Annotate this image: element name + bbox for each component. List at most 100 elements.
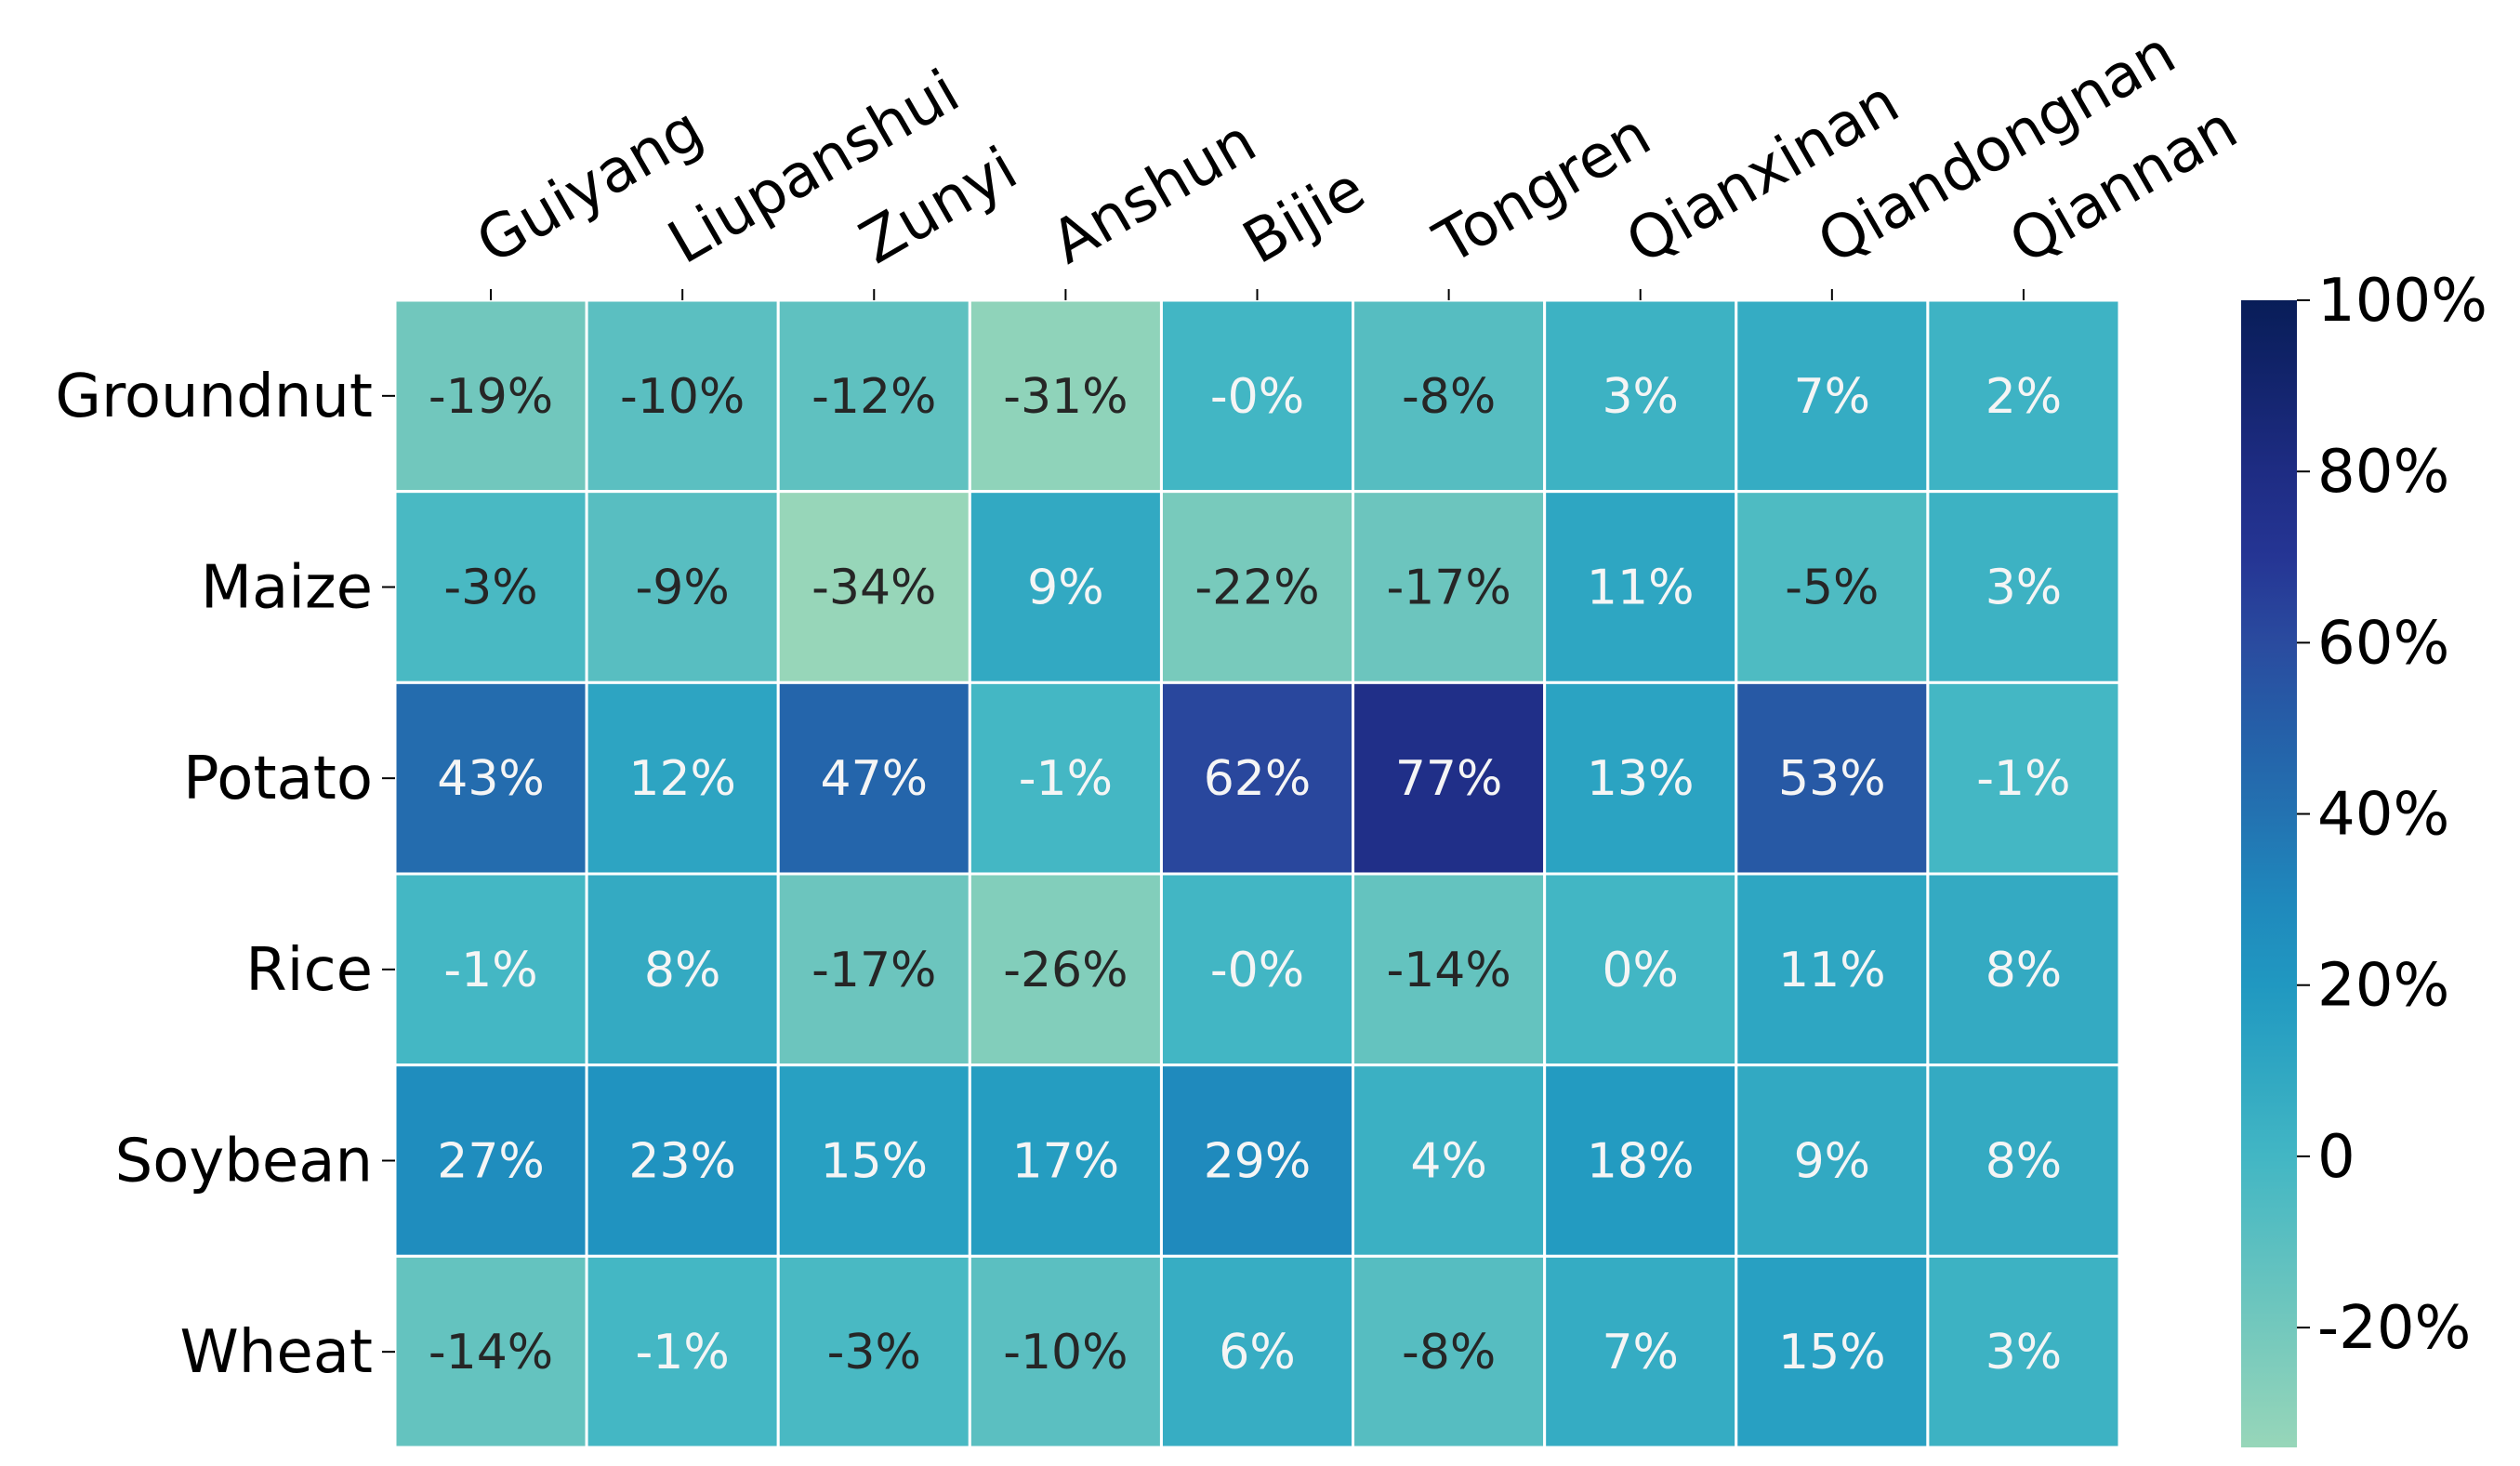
heatmap-cell-value: 62% (1204, 751, 1312, 807)
heatmap-cell-value: 53% (1778, 751, 1886, 807)
heatmap-cell-value: -17% (1386, 561, 1511, 616)
heatmap-cell-value: -1% (636, 1325, 730, 1380)
heatmap-cell-value: -34% (811, 561, 936, 616)
heatmap-cell (968, 1063, 1163, 1258)
heatmap-cell-labels: -19% -10% -12% -31% -0% -8% 3% 7% 2% -3% -9% -34% 9%… (429, 369, 2071, 1380)
heatmap-cell-value: 27% (437, 1134, 545, 1190)
heatmap-cell-value: 43% (437, 751, 545, 807)
heatmap-cell (1926, 680, 2121, 876)
heatmap-cell-value: -26% (1003, 943, 1128, 998)
heatmap-cell (393, 490, 588, 684)
row-label: Groundnut (55, 363, 373, 431)
row-label: Maize (201, 554, 373, 623)
heatmap-cell-value: 8% (1986, 1134, 2063, 1190)
heatmap-cell (1159, 680, 1355, 876)
heatmap-cell-value: -22% (1194, 561, 1319, 616)
heatmap-cell (1543, 1063, 1738, 1258)
heatmap-cell (1735, 490, 1930, 684)
heatmap-cell-value: 17% (1012, 1134, 1120, 1190)
row-label: Soybean (115, 1128, 373, 1196)
heatmap-cell-value: 12% (628, 751, 736, 807)
colorbar-tick-label: 60% (2317, 609, 2449, 678)
heatmap-cell (776, 680, 971, 876)
column-label: Anshun (1040, 107, 1267, 278)
colorbar: 100% 80% 60% 40% 20% 0 -20% (2241, 267, 2487, 1447)
heatmap-cell-value: -8% (1402, 1325, 1496, 1380)
heatmap-cell-value: -1% (443, 943, 537, 998)
heatmap-cell-value: -10% (1003, 1325, 1128, 1380)
colorbar-tick-label: 40% (2317, 781, 2449, 850)
heatmap-cell (776, 1063, 971, 1258)
heatmap-cell-value: 11% (1587, 561, 1695, 616)
colorbar-tick-label: 80% (2317, 438, 2449, 507)
heatmap-cell-value: -12% (811, 369, 936, 425)
heatmap-cell-value: 7% (1794, 369, 1871, 425)
heatmap-cell-value: 8% (1986, 943, 2063, 998)
heatmap-cell-value: 3% (1602, 369, 1679, 425)
heatmap-cell (393, 1254, 588, 1449)
heatmap-cell-value: 2% (1986, 369, 2063, 425)
heatmap-cell-value: -17% (811, 943, 936, 998)
heatmap-cell-value: 23% (628, 1134, 736, 1190)
heatmap-cell-value: 29% (1204, 1134, 1312, 1190)
colorbar-tick-label: -20% (2317, 1294, 2471, 1363)
row-label: Rice (245, 936, 373, 1005)
heatmap-cell (585, 680, 780, 876)
heatmap-cell (393, 298, 588, 494)
heatmap-cell-value: -10% (620, 369, 745, 425)
row-axis: Groundnut Maize Potato Rice Soybean Wheat (55, 363, 395, 1387)
heatmap-cell-value: 3% (1986, 1325, 2063, 1380)
heatmap-cell-value: 4% (1410, 1134, 1487, 1190)
heatmap-cell (1735, 1254, 1930, 1449)
colorbar-tick-label: 0 (2317, 1123, 2355, 1192)
heatmap-cell (776, 1254, 971, 1449)
heatmap-cell-value: 9% (1027, 561, 1104, 616)
heatmap-cell (1159, 490, 1355, 684)
heatmap-cell-value: 47% (820, 751, 928, 807)
row-label: Potato (183, 745, 373, 813)
heatmap-cell (1159, 1254, 1355, 1449)
heatmap-cell (393, 872, 588, 1067)
heatmap-cell (393, 680, 588, 876)
heatmap-cell-value: -19% (429, 369, 553, 425)
colorbar-gradient (2241, 300, 2297, 1447)
heatmap-cell (585, 1063, 780, 1258)
heatmap-cell (1352, 298, 1547, 494)
heatmap-cell-value: 6% (1219, 1325, 1296, 1380)
heatmap-cell-value: -14% (429, 1325, 553, 1380)
heatmap-cell (968, 680, 1163, 876)
heatmap-cell-value: -14% (1386, 943, 1511, 998)
heatmap-cell (968, 872, 1163, 1067)
heatmap-cell (1543, 490, 1738, 684)
colorbar-ticks: 100% 80% 60% 40% 20% 0 -20% (2297, 267, 2487, 1363)
heatmap-cell-value: 15% (1778, 1325, 1886, 1380)
heatmap-cell (1735, 298, 1930, 494)
heatmap-cells (393, 298, 2121, 1449)
heatmap-cell (776, 490, 971, 684)
heatmap-cell-value: 77% (1395, 751, 1503, 807)
heatmap-cell-value: -31% (1003, 369, 1128, 425)
heatmap-cell (1926, 872, 2121, 1067)
heatmap-cell (968, 1254, 1163, 1449)
heatmap-cell-value: 8% (644, 943, 721, 998)
heatmap-cell-value: -0% (1210, 943, 1304, 998)
colorbar-tick-label: 20% (2317, 952, 2449, 1021)
heatmap-cell-value: 0% (1602, 943, 1679, 998)
row-label: Wheat (179, 1318, 373, 1387)
heatmap-cell-value: -3% (827, 1325, 921, 1380)
heatmap-cell (585, 1254, 780, 1449)
heatmap-cell (968, 298, 1163, 494)
heatmap-cell-value: 3% (1986, 561, 2063, 616)
colorbar-tick-label: 100% (2317, 267, 2487, 336)
heatmap-cell (585, 872, 780, 1067)
heatmap-cell-value: 7% (1602, 1325, 1679, 1380)
column-label: Tongren (1423, 100, 1662, 278)
heatmap-cell-value: 13% (1587, 751, 1695, 807)
heatmap-cell (1352, 1063, 1547, 1258)
heatmap-cell-value: 15% (820, 1134, 928, 1190)
heatmap-cell (1926, 1063, 2121, 1258)
heatmap-cell-value: -9% (636, 561, 730, 616)
heatmap-cell-value: -1% (1019, 751, 1113, 807)
heatmap-cell-value: 9% (1794, 1134, 1871, 1190)
